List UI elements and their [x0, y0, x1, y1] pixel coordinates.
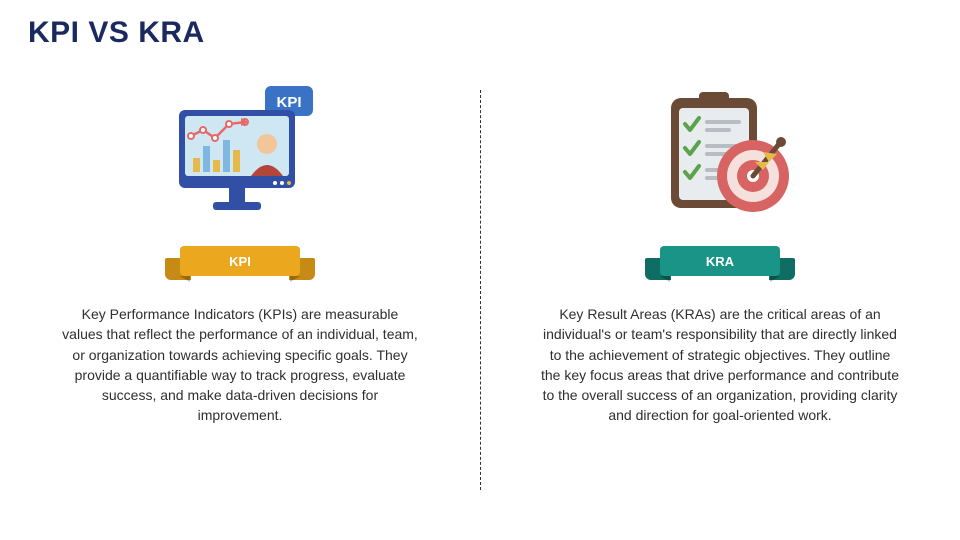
ribbon-body: KPI: [180, 246, 300, 276]
ribbon-fold-left: [180, 276, 190, 282]
ribbon-label: KRA: [706, 254, 734, 269]
ribbon-fold-right: [770, 276, 780, 282]
page-title: KPI VS KRA: [28, 16, 205, 50]
kra-illustration: [635, 80, 805, 230]
ribbon-fold-left: [660, 276, 670, 282]
column-kra: KRA Key Result Areas (KRAs) are the crit…: [480, 80, 960, 520]
center-divider: [480, 90, 481, 490]
kpi-description: Key Performance Indicators (KPIs) are me…: [60, 304, 420, 426]
ribbon-fold-right: [290, 276, 300, 282]
ribbon-label: KPI: [229, 254, 251, 269]
kpi-ribbon: KPI: [165, 246, 315, 284]
monitor-dashboard-icon: KPI: [155, 80, 325, 230]
comparison-container: KPI: [0, 80, 960, 520]
column-kpi: KPI: [0, 80, 480, 520]
kra-ribbon: KRA: [645, 246, 795, 284]
clipboard-target-icon: [635, 80, 805, 230]
kra-description: Key Result Areas (KRAs) are the critical…: [540, 304, 900, 426]
svg-text:KPI: KPI: [276, 94, 301, 111]
kpi-illustration: KPI: [155, 80, 325, 230]
ribbon-body: KRA: [660, 246, 780, 276]
